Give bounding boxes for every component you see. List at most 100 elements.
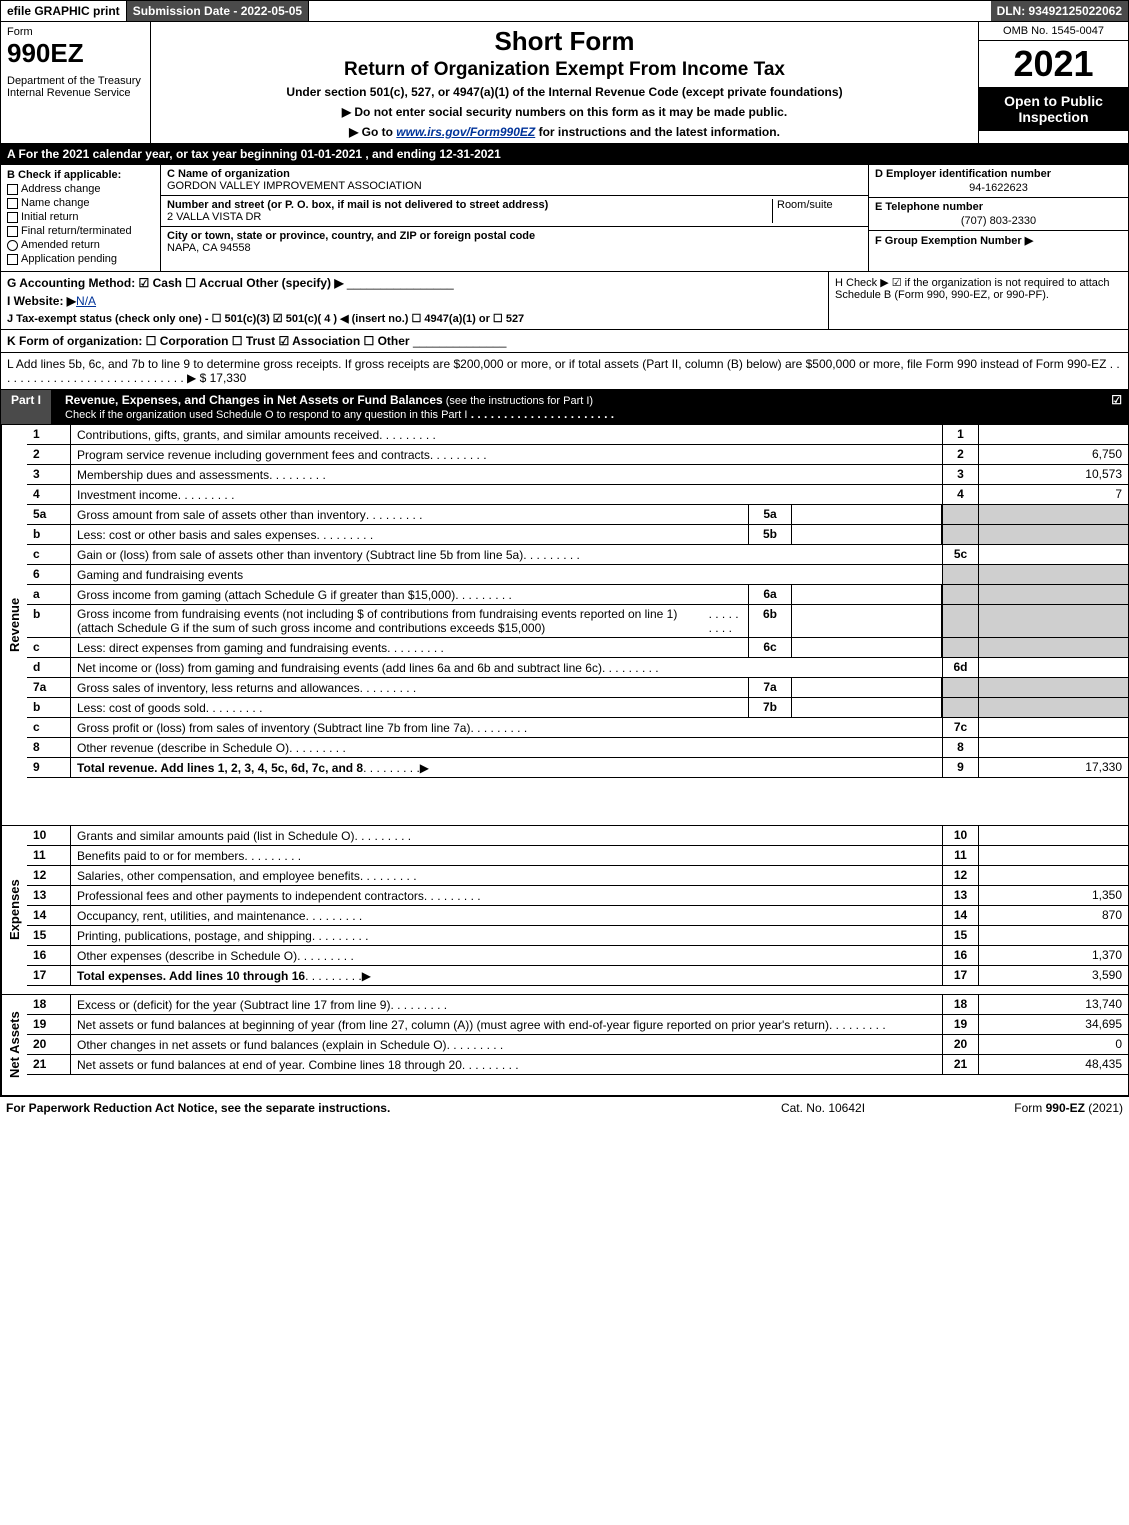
line-number: 21: [27, 1055, 71, 1074]
line-number: 10: [27, 826, 71, 845]
block-bcdef: B Check if applicable: Address change Na…: [0, 165, 1129, 272]
revenue-sidelabel: Revenue: [1, 425, 27, 825]
table-row: 14Occupancy, rent, utilities, and mainte…: [27, 906, 1128, 926]
efile-label[interactable]: efile GRAPHIC print: [1, 1, 127, 21]
line-i: I Website: ▶N/A: [7, 294, 822, 308]
line-value: 13,740: [978, 995, 1128, 1014]
revenue-table: Revenue 1Contributions, gifts, grants, a…: [0, 425, 1129, 826]
room-suite-label: Room/suite: [772, 199, 862, 223]
line-k: K Form of organization: ☐ Corporation ☐ …: [0, 330, 1129, 353]
line-value-grey: [978, 585, 1128, 604]
line-number: 4: [27, 485, 71, 504]
line-description: Grants and similar amounts paid (list in…: [71, 826, 942, 845]
table-row: cGain or (loss) from sale of assets othe…: [27, 545, 1128, 565]
block-ghi: G Accounting Method: ☑ Cash ☐ Accrual Ot…: [0, 272, 1129, 330]
line-ref: 16: [942, 946, 978, 965]
table-row: 8Other revenue (describe in Schedule O) …: [27, 738, 1128, 758]
line-number: 17: [27, 966, 71, 985]
website-link[interactable]: N/A: [76, 294, 96, 308]
chk-final-return[interactable]: Final return/terminated: [7, 225, 154, 237]
line-value: 3,590: [978, 966, 1128, 985]
line-ref: 9: [942, 758, 978, 777]
line-number: d: [27, 658, 71, 677]
section-def: D Employer identification number 94-1622…: [868, 165, 1128, 271]
line-ref-grey: [942, 638, 978, 657]
chk-application-pending[interactable]: Application pending: [7, 253, 154, 265]
header-right: OMB No. 1545-0047 2021 Open to Public In…: [978, 22, 1128, 143]
section-b: B Check if applicable: Address change Na…: [1, 165, 161, 271]
line-ref: 7c: [942, 718, 978, 737]
line-value: [978, 846, 1128, 865]
line-description: Less: direct expenses from gaming and fu…: [71, 638, 748, 657]
org-name: GORDON VALLEY IMPROVEMENT ASSOCIATION: [167, 180, 422, 192]
line-ref-grey: [942, 525, 978, 544]
line-value: [978, 545, 1128, 564]
line-ref: 10: [942, 826, 978, 845]
line-description: Less: cost of goods sold . . . . . . . .…: [71, 698, 748, 717]
line-description: Net assets or fund balances at end of ye…: [71, 1055, 942, 1074]
line-value: 48,435: [978, 1055, 1128, 1074]
note-goto: ▶ Go to www.irs.gov/Form990EZ for instru…: [157, 125, 972, 139]
table-row: 11Benefits paid to or for members . . . …: [27, 846, 1128, 866]
subline-value: [792, 505, 942, 524]
line-description: Other changes in net assets or fund bala…: [71, 1035, 942, 1054]
line-value-grey: [978, 505, 1128, 524]
line-description: Gross income from fundraising events (no…: [71, 605, 748, 637]
line-ref: 12: [942, 866, 978, 885]
d-label: D Employer identification number: [875, 168, 1122, 180]
table-row: 5aGross amount from sale of assets other…: [27, 505, 1128, 525]
part1-tab: Part I: [1, 390, 51, 424]
part1-schedule-o-check[interactable]: ☑: [1105, 390, 1128, 424]
table-row: bLess: cost or other basis and sales exp…: [27, 525, 1128, 545]
org-city: NAPA, CA 94558: [167, 242, 251, 254]
line-number: 12: [27, 866, 71, 885]
line-number: 14: [27, 906, 71, 925]
part1-subtitle: Check if the organization used Schedule …: [65, 409, 467, 421]
c-city-label: City or town, state or province, country…: [167, 230, 535, 242]
expenses-table: Expenses 10Grants and similar amounts pa…: [0, 826, 1129, 995]
line-description: Benefits paid to or for members . . . . …: [71, 846, 942, 865]
line-value: 7: [978, 485, 1128, 504]
f-label: F Group Exemption Number ▶: [875, 234, 1122, 247]
open-inspection: Open to Public Inspection: [979, 87, 1128, 131]
table-row: 13Professional fees and other payments t…: [27, 886, 1128, 906]
note-ssn: ▶ Do not enter social security numbers o…: [157, 105, 972, 119]
line-g: G Accounting Method: ☑ Cash ☐ Accrual Ot…: [7, 276, 822, 290]
line-h: H Check ▶ ☑ if the organization is not r…: [828, 272, 1128, 329]
chk-address-change[interactable]: Address change: [7, 183, 154, 195]
footer-center: Cat. No. 10642I: [723, 1101, 923, 1115]
line-number: 7a: [27, 678, 71, 697]
line-ref: 19: [942, 1015, 978, 1034]
table-row: dNet income or (loss) from gaming and fu…: [27, 658, 1128, 678]
line-description: Occupancy, rent, utilities, and maintena…: [71, 906, 942, 925]
section-c: C Name of organization GORDON VALLEY IMP…: [161, 165, 868, 271]
form-subtitle: Return of Organization Exempt From Incom…: [157, 59, 972, 81]
chk-initial-return[interactable]: Initial return: [7, 211, 154, 223]
line-ref: 18: [942, 995, 978, 1014]
part1-title-note: (see the instructions for Part I): [443, 395, 593, 407]
line-description: Total expenses. Add lines 10 through 16 …: [71, 966, 942, 985]
table-row: 1Contributions, gifts, grants, and simil…: [27, 425, 1128, 445]
table-row: 19Net assets or fund balances at beginni…: [27, 1015, 1128, 1035]
line-ref: 15: [942, 926, 978, 945]
line-value: 34,695: [978, 1015, 1128, 1034]
irs-link[interactable]: www.irs.gov/Form990EZ: [396, 125, 535, 139]
subline-value: [792, 585, 942, 604]
line-ref-grey: [942, 698, 978, 717]
line-number: 8: [27, 738, 71, 757]
form-label: Form: [7, 26, 144, 38]
chk-name-change[interactable]: Name change: [7, 197, 154, 209]
line-value-grey: [978, 678, 1128, 697]
header-left: Form 990EZ Department of the Treasury In…: [1, 22, 151, 143]
chk-amended-return[interactable]: Amended return: [7, 239, 154, 251]
table-row: 12Salaries, other compensation, and empl…: [27, 866, 1128, 886]
line-description: Investment income . . . . . . . . .: [71, 485, 942, 504]
subline-number: 6c: [748, 638, 792, 657]
line-ref: 11: [942, 846, 978, 865]
table-row: 16Other expenses (describe in Schedule O…: [27, 946, 1128, 966]
line-number: 16: [27, 946, 71, 965]
line-value: 1,350: [978, 886, 1128, 905]
table-row: 7aGross sales of inventory, less returns…: [27, 678, 1128, 698]
line-number: a: [27, 585, 71, 604]
netassets-sidelabel: Net Assets: [1, 995, 27, 1095]
